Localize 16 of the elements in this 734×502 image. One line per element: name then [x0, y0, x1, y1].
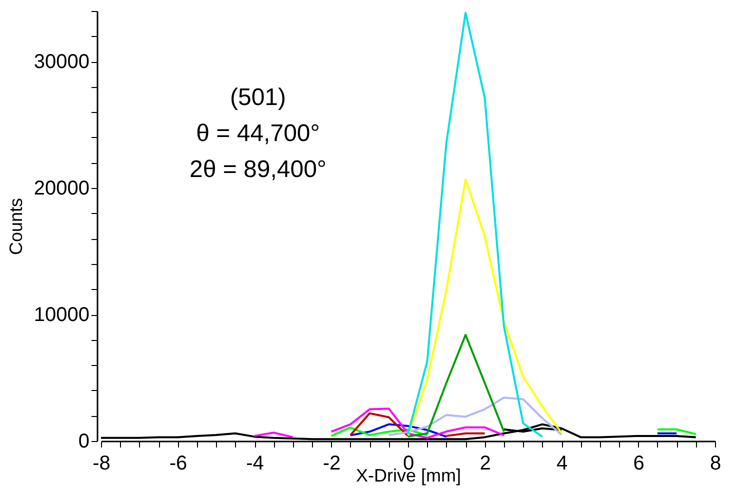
x-tick-label: 2: [480, 452, 491, 474]
x-tick-label: -8: [92, 452, 110, 474]
x-tick-label: 4: [556, 452, 568, 474]
x-tick-label: 6: [633, 452, 644, 474]
x-tick-label: -4: [246, 452, 264, 474]
annotation: 2θ = 89,400°: [189, 156, 327, 183]
x-tick-label: -2: [322, 452, 341, 474]
y-tick-label: 0: [78, 430, 90, 452]
annotation: θ = 44,700°: [196, 120, 320, 147]
y-axis-title: Counts: [6, 198, 26, 256]
annotation: (501): [230, 84, 286, 111]
y-tick-label: 10000: [34, 304, 90, 326]
y-tick-label: 30000: [34, 51, 90, 74]
x-tick-label: -6: [169, 452, 188, 474]
x-tick-label: 8: [710, 452, 722, 474]
y-tick-label: 20000: [34, 178, 90, 200]
